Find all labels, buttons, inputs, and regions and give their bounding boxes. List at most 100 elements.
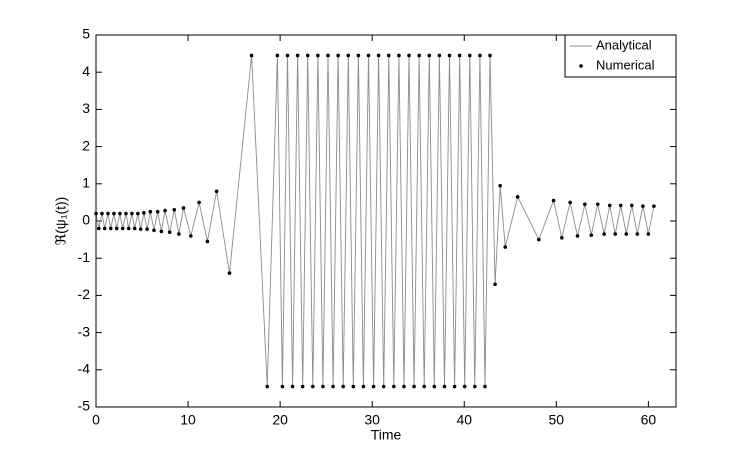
data-point	[417, 53, 421, 58]
data-point	[177, 232, 181, 236]
data-point	[371, 384, 376, 389]
legend-box	[564, 34, 677, 78]
data-point	[652, 204, 656, 208]
y-tick-label: -2	[78, 286, 91, 302]
data-point	[108, 226, 113, 231]
data-point	[618, 203, 623, 208]
data-point	[189, 234, 193, 238]
data-point	[462, 384, 467, 389]
data-point	[106, 211, 110, 216]
legend-label: Numerical	[596, 57, 655, 72]
x-axis-label: Time	[371, 427, 402, 443]
data-point	[351, 384, 356, 389]
data-point	[427, 53, 432, 58]
data-point	[96, 226, 101, 231]
legend-label: Analytical	[596, 37, 652, 52]
data-point	[214, 189, 219, 194]
data-point	[155, 209, 160, 214]
data-point	[118, 211, 122, 216]
data-point	[478, 53, 482, 58]
data-point	[197, 200, 201, 205]
data-point	[607, 203, 612, 208]
data-point	[366, 53, 371, 58]
data-point	[305, 53, 310, 58]
y-tick-label: 4	[82, 63, 90, 79]
data-point	[630, 203, 634, 208]
y-tick-label: -5	[78, 398, 91, 414]
data-point	[265, 384, 270, 389]
data-point	[493, 282, 497, 287]
data-point	[130, 211, 134, 216]
data-point	[148, 209, 153, 214]
data-point	[412, 384, 416, 389]
y-axis-label: ℜ(ψ₁(t))	[53, 197, 69, 246]
y-tick-label: 2	[82, 137, 90, 153]
y-tick-label: 3	[82, 100, 90, 116]
data-point	[575, 234, 580, 238]
data-point	[152, 228, 156, 233]
x-tick-label: 50	[549, 412, 565, 428]
data-point	[635, 232, 640, 236]
data-point	[341, 384, 345, 389]
data-point	[583, 202, 587, 207]
data-point	[602, 232, 606, 236]
data-point	[120, 226, 125, 231]
data-point	[483, 384, 487, 389]
data-point	[589, 233, 594, 237]
data-point	[452, 384, 457, 389]
data-point	[132, 226, 137, 231]
data-point	[126, 226, 131, 231]
data-point	[136, 211, 140, 216]
data-point	[295, 53, 300, 58]
data-point	[595, 202, 600, 207]
data-point	[336, 53, 340, 58]
x-tick-label: 30	[364, 412, 380, 428]
data-point	[172, 208, 177, 212]
data-point	[167, 230, 172, 234]
data-point	[568, 200, 572, 205]
data-point	[392, 384, 396, 389]
data-point	[181, 206, 186, 210]
data-point	[275, 53, 280, 58]
data-point	[138, 227, 143, 231]
data-point	[402, 384, 406, 389]
x-tick-label: 20	[272, 412, 288, 428]
legend-swatch	[579, 64, 583, 68]
data-point	[321, 384, 325, 389]
data-point	[285, 53, 290, 58]
data-point	[316, 53, 320, 58]
data-point	[290, 384, 295, 389]
data-point	[381, 384, 386, 389]
data-point	[515, 195, 520, 199]
data-point	[473, 384, 477, 389]
data-point	[386, 53, 391, 58]
data-point	[432, 384, 437, 389]
data-point	[326, 53, 330, 58]
data-point	[346, 53, 351, 58]
x-tick-label: 60	[641, 412, 657, 428]
data-point	[249, 53, 254, 58]
data-point	[624, 232, 629, 236]
data-point	[457, 53, 462, 58]
data-point	[280, 384, 285, 389]
data-point	[114, 226, 119, 231]
data-point	[311, 384, 315, 389]
data-point	[205, 239, 210, 244]
data-point	[503, 245, 508, 249]
data-point	[100, 211, 104, 216]
legend: Analytical Numerical	[564, 34, 677, 78]
data-point	[124, 211, 128, 216]
data-point	[422, 384, 427, 389]
data-point	[331, 384, 335, 389]
data-point	[227, 271, 232, 275]
data-point	[437, 53, 442, 58]
y-tick-label: 5	[82, 26, 90, 42]
data-point	[467, 53, 472, 58]
data-point	[407, 53, 411, 58]
data-point	[112, 211, 116, 216]
data-point	[551, 198, 556, 203]
data-point	[361, 384, 366, 389]
y-tick-label: 1	[82, 175, 90, 191]
data-point	[145, 227, 149, 231]
x-tick-label: 10	[180, 412, 196, 428]
